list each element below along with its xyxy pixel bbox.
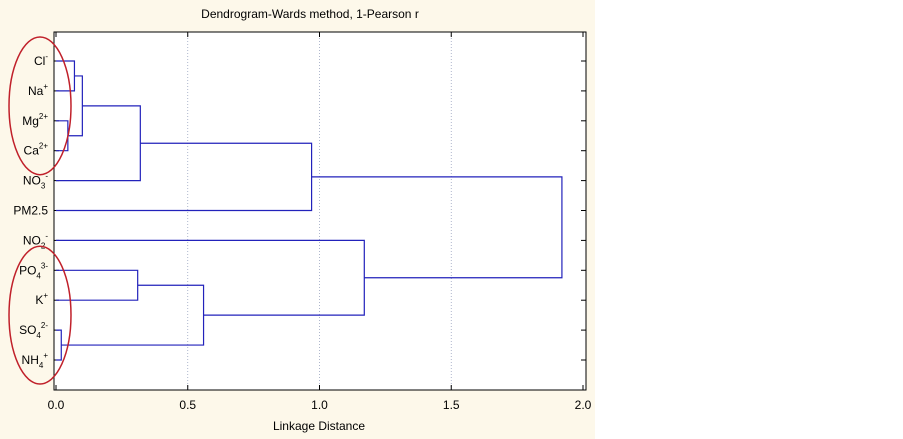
leaf-label-sup: - [45, 231, 48, 240]
leaf-label-base: NO [23, 174, 41, 188]
highlight-ellipses [8, 36, 72, 385]
leaf-label-base: Na [28, 84, 44, 98]
leaf-label-sup: - [45, 172, 48, 181]
leaf-label-base: Ca [24, 144, 40, 158]
x-tick-label: 0.0 [48, 398, 65, 412]
leaf-label-base: Mg [22, 114, 39, 128]
leaf-label-base: Cl [34, 54, 45, 68]
x-tick-label: 0.5 [179, 398, 196, 412]
highlight-ellipse [8, 245, 72, 385]
leaf-label-sub: 3 [41, 182, 46, 191]
leaf-label: PO43- [19, 261, 48, 280]
leaf-label: K+ [35, 291, 48, 307]
leaf-label: Ca2+ [24, 142, 49, 158]
leaf-label-sup: 2+ [39, 142, 48, 151]
leaf-label-base: PM2.5 [13, 204, 48, 218]
leaf-label-sub: 4 [39, 361, 44, 370]
leaf-label-sup: 3- [41, 261, 48, 270]
leaf-label-sup: - [45, 52, 48, 61]
dendrogram-links [56, 60, 563, 361]
leaf-label-base: PO [19, 263, 36, 277]
leaf-label-sub: 4 [36, 271, 41, 280]
leaf-label-sup: 2+ [39, 112, 48, 121]
leaf-label-sup: + [43, 82, 48, 91]
x-tick-label: 1.0 [311, 398, 328, 412]
x-tick-label: 2.0 [575, 398, 592, 412]
leaf-label-base: NO [23, 233, 41, 247]
leaf-label-base: SO [19, 323, 36, 337]
x-tick-label: 1.5 [443, 398, 460, 412]
leaf-label: PM2.5 [13, 204, 48, 218]
x-axis-label: Linkage Distance [273, 419, 365, 433]
highlight-ellipse [8, 36, 72, 176]
leaf-label: Cl- [34, 52, 48, 68]
leaf-label: SO42- [19, 321, 48, 340]
leaf-label-base: NH [22, 353, 39, 367]
leaf-label: Na+ [28, 82, 48, 98]
leaf-label-base: K [35, 293, 43, 307]
leaf-label-sup: + [43, 291, 48, 300]
leaf-label: Mg2+ [22, 112, 48, 128]
merge-link [311, 176, 563, 279]
leaf-label: NO3- [23, 172, 48, 191]
leaf-label: NH4+ [22, 351, 49, 370]
leaf-label-sup: 2- [41, 321, 48, 330]
leaf-label-sub: 4 [36, 331, 41, 340]
x-ticks: 0.0 0.5 1.0 1.5 2.0 [48, 32, 592, 412]
chart-title: Dendrogram-Wards method, 1-Pearson r [201, 7, 419, 21]
leaf-label-sup: + [43, 351, 48, 360]
